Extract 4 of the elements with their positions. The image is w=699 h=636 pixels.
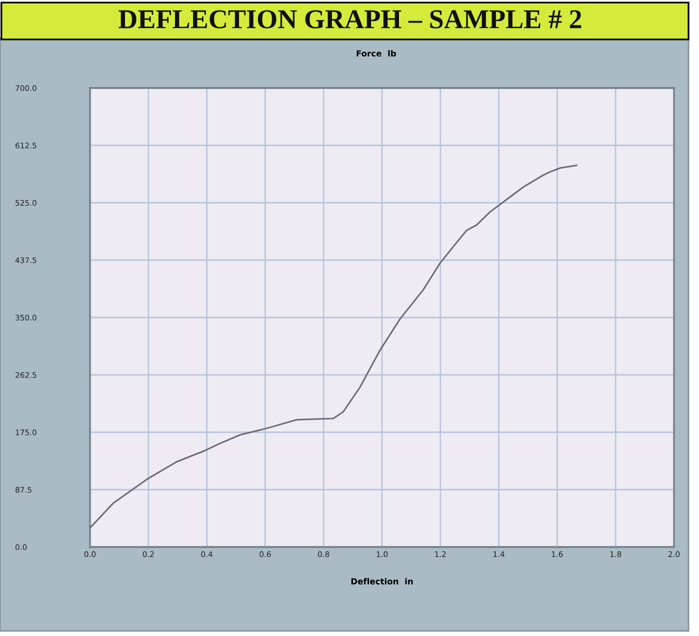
x-axis-title: Deflection in: [351, 578, 413, 584]
chart-title: DEFLECTION GRAPH – SAMPLE # 2: [118, 10, 582, 28]
line-series: [90, 164, 578, 529]
y-axis-title: Force lb: [356, 50, 396, 57]
